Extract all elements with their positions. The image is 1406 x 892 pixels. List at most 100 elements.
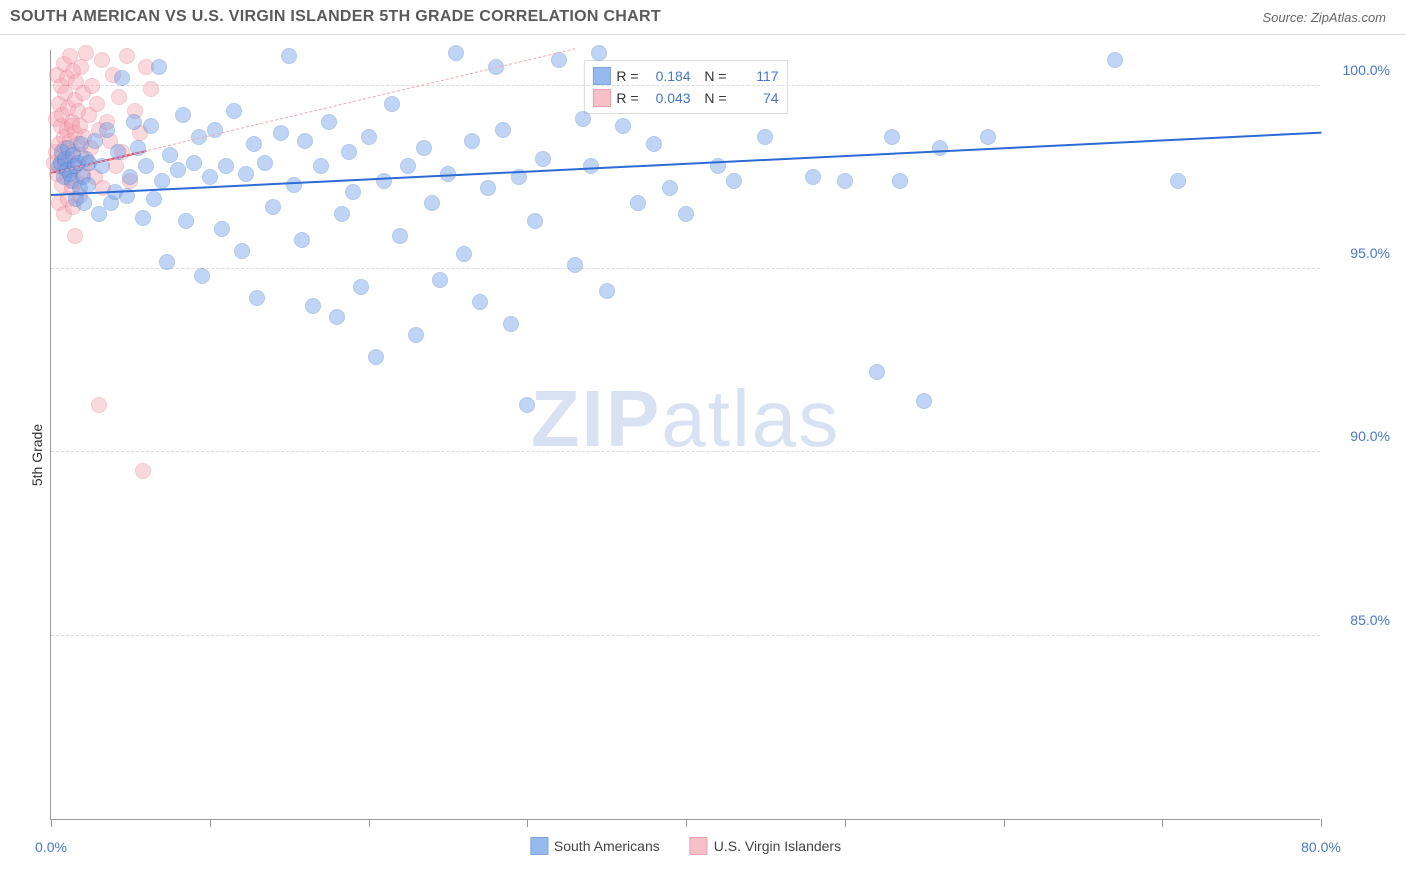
chart-area: 5th Grade ZIPatlas R =0.184 N =117 R =0.… [0,35,1406,875]
x-tick-label: 80.0% [1301,839,1341,855]
data-point [159,254,175,270]
data-point [416,140,432,156]
data-point [91,397,107,413]
data-point [265,199,281,215]
swatch-pink-icon [690,837,708,855]
data-point [519,397,535,413]
data-point [91,206,107,222]
data-point [535,151,551,167]
data-point [646,136,662,152]
y-tick-label: 90.0% [1330,428,1390,444]
data-point [345,184,361,200]
data-point [138,158,154,174]
data-point [175,107,191,123]
data-point [294,232,310,248]
data-point [162,147,178,163]
data-point [257,155,273,171]
data-point [281,48,297,64]
data-point [218,158,234,174]
data-point [368,349,384,365]
data-point [384,96,400,112]
chart-source: Source: ZipAtlas.com [1262,10,1386,25]
data-point [869,364,885,380]
x-tick [1321,819,1322,827]
x-tick-label: 0.0% [35,839,67,855]
data-point [94,52,110,68]
data-point [495,122,511,138]
data-point [503,316,519,332]
data-point [321,114,337,130]
x-tick [210,819,211,827]
y-tick-label: 85.0% [1330,612,1390,628]
data-point [151,59,167,75]
data-point [170,162,186,178]
data-point [884,129,900,145]
data-point [527,213,543,229]
data-point [424,195,440,211]
legend-item-virgin-islanders: U.S. Virgin Islanders [690,837,841,855]
data-point [122,169,138,185]
y-axis-label: 5th Grade [29,424,45,486]
data-point [73,59,89,75]
swatch-blue-icon [530,837,548,855]
data-point [234,243,250,259]
data-point [448,45,464,61]
x-tick [845,819,846,827]
gridline [51,268,1320,269]
legend-item-south-americans: South Americans [530,837,660,855]
data-point [630,195,646,211]
data-point [154,173,170,189]
x-tick [369,819,370,827]
data-point [341,144,357,160]
x-tick [51,819,52,827]
data-point [186,155,202,171]
x-tick [527,819,528,827]
gridline [51,635,1320,636]
gridline [51,451,1320,452]
legend-row-pink: R =0.043 N =74 [592,87,778,109]
data-point [119,48,135,64]
data-point [286,177,302,193]
data-point [353,279,369,295]
scatter-plot: ZIPatlas R =0.184 N =117 R =0.043 N =74 … [50,50,1320,820]
data-point [615,118,631,134]
data-point [305,298,321,314]
data-point [313,158,329,174]
data-point [273,125,289,141]
data-point [456,246,472,262]
data-point [67,228,83,244]
series-legend: South Americans U.S. Virgin Islanders [530,837,841,855]
data-point [135,210,151,226]
data-point [892,173,908,189]
data-point [980,129,996,145]
data-point [408,327,424,343]
data-point [297,133,313,149]
data-point [464,133,480,149]
swatch-pink [592,89,610,107]
data-point [84,78,100,94]
data-point [249,290,265,306]
data-point [99,122,115,138]
data-point [1170,173,1186,189]
data-point [214,221,230,237]
data-point [472,294,488,310]
data-point [143,118,159,134]
data-point [146,191,162,207]
y-tick-label: 95.0% [1330,245,1390,261]
data-point [376,173,392,189]
data-point [757,129,773,145]
data-point [726,173,742,189]
y-tick-label: 100.0% [1330,62,1390,78]
trend-line [51,131,1321,195]
data-point [932,140,948,156]
chart-title: SOUTH AMERICAN VS U.S. VIRGIN ISLANDER 5… [10,8,661,26]
gridline [51,85,1320,86]
data-point [334,206,350,222]
chart-header: SOUTH AMERICAN VS U.S. VIRGIN ISLANDER 5… [0,0,1406,35]
data-point [392,228,408,244]
data-point [114,70,130,86]
data-point [591,45,607,61]
data-point [480,180,496,196]
data-point [329,309,345,325]
data-point [400,158,416,174]
